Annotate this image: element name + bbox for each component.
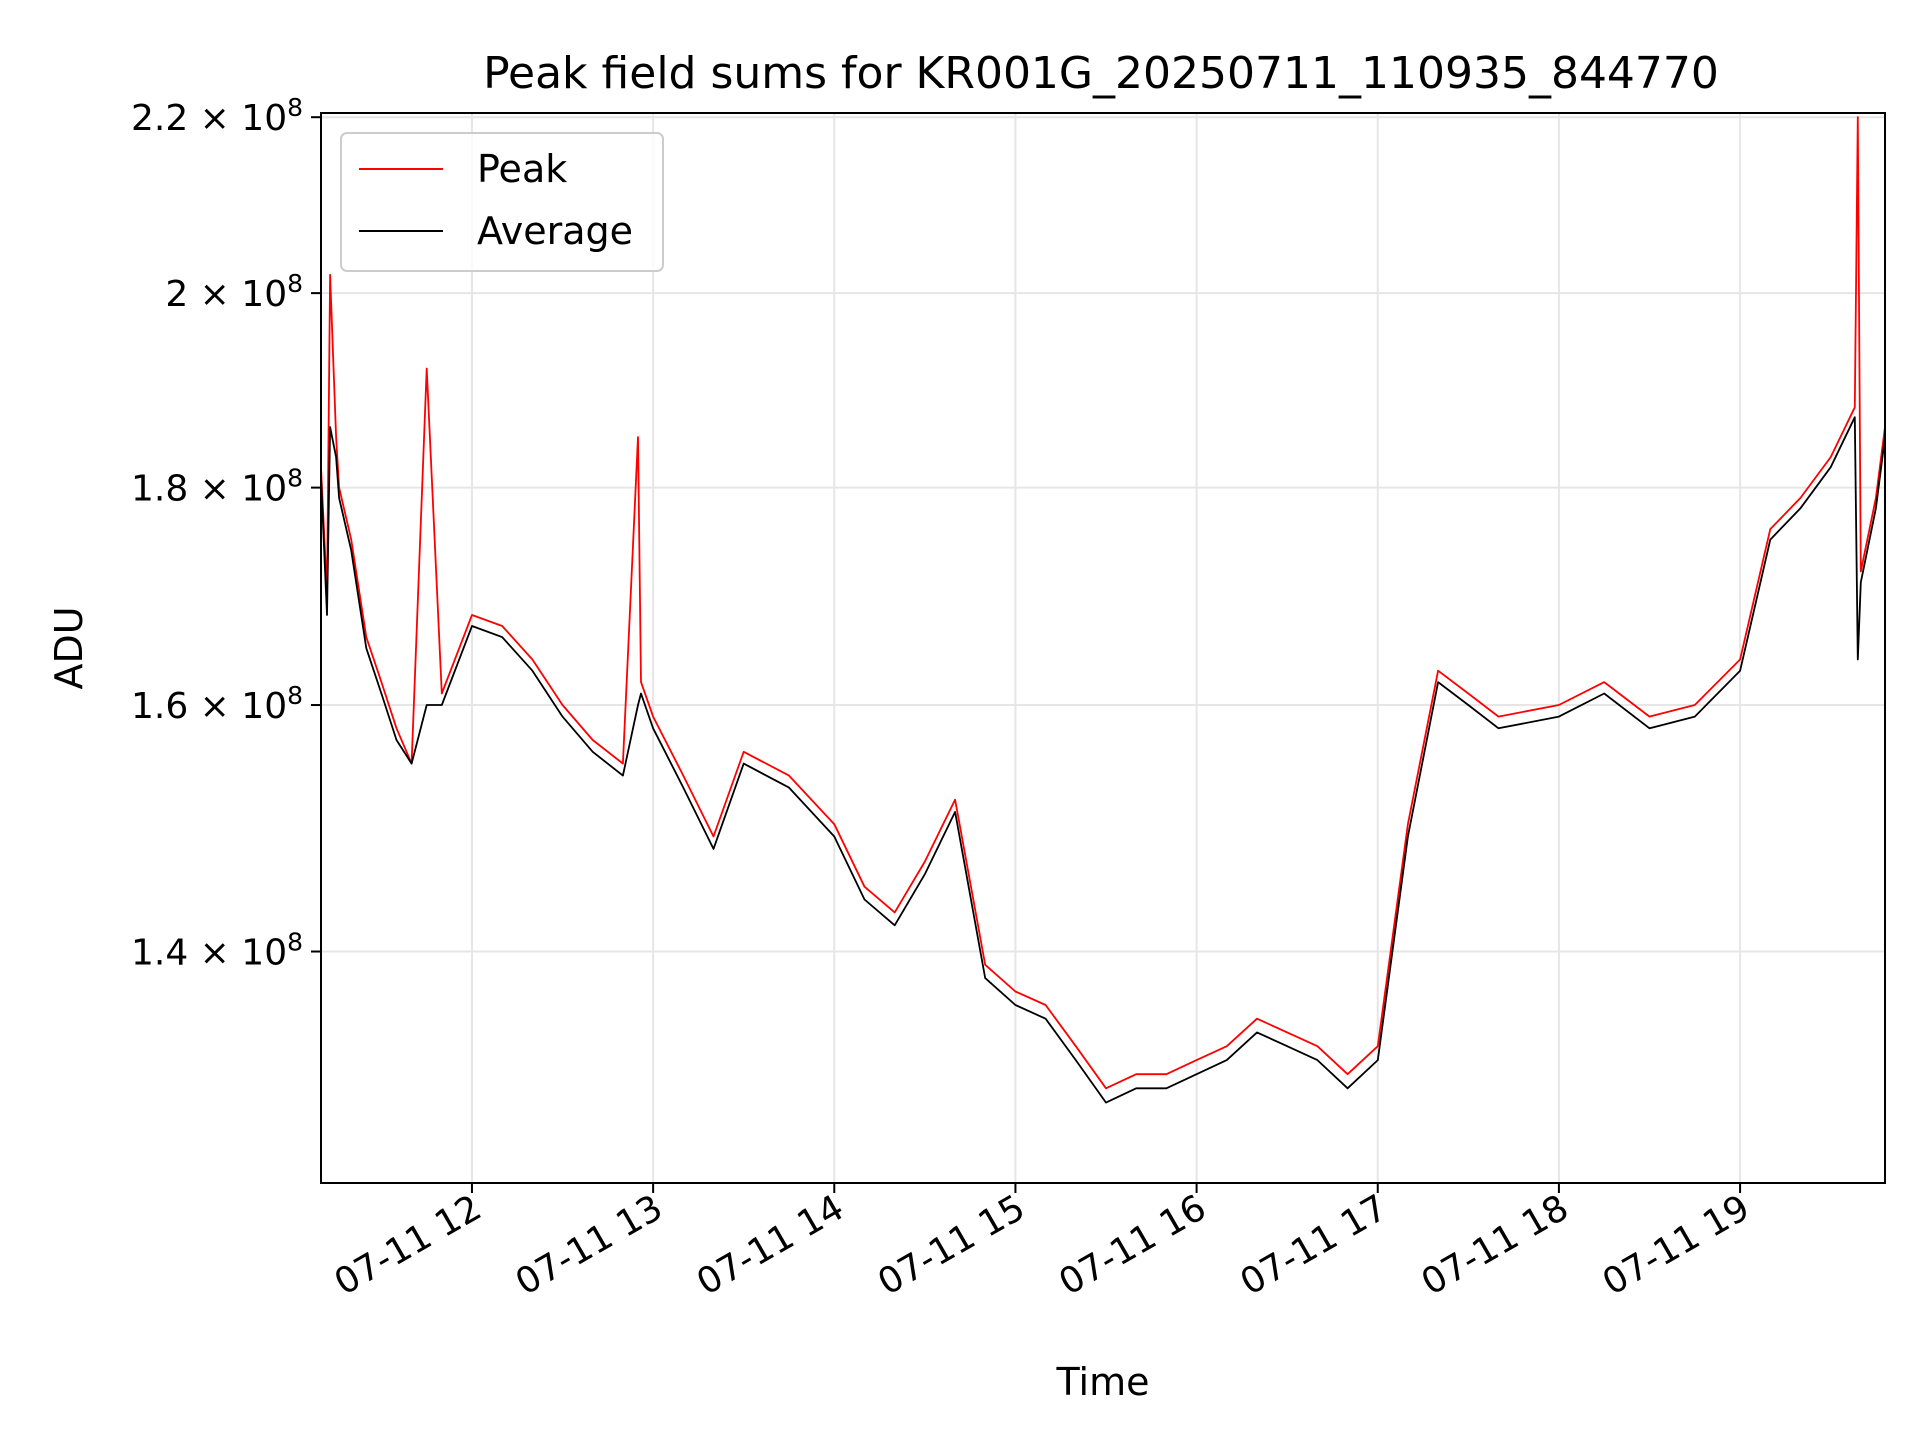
series-line-average (320, 416, 1886, 1104)
y-tick-label: 1.6 × 108 (131, 681, 303, 728)
y-tick-exponent: 8 (287, 93, 303, 122)
grid (321, 113, 1885, 1183)
y-tick-label: 2.2 × 108 (131, 93, 303, 140)
y-tick-mantissa: 2.2 (131, 98, 188, 139)
y-tick-mantissa: 2 (165, 274, 188, 315)
legend: Peak Average (340, 132, 664, 272)
x-axis-label: Time (1056, 1360, 1150, 1404)
plot-frame (320, 112, 1886, 1184)
y-tick-exponent: 8 (287, 269, 303, 298)
y-tick-label: 1.4 × 108 (131, 927, 303, 974)
y-tick-mantissa: 1.6 (131, 686, 188, 727)
y-tick-mantissa: 1.4 (131, 933, 188, 974)
y-tick-label: 2 × 108 (165, 269, 303, 316)
y-tick-mantissa: 1.8 (131, 469, 188, 510)
legend-box (340, 132, 664, 272)
y-axis-ticks: 1.4 × 108 1.6 × 108 1.8 × 108 2 × 108 2.2 × … (131, 93, 321, 974)
y-tick-exponent: 8 (287, 463, 303, 492)
chart-title: Peak field sums for KR001G_20250711_1109… (483, 48, 1719, 99)
legend-label-peak: Peak (477, 147, 567, 191)
y-tick-exponent: 8 (287, 927, 303, 956)
y-tick-exponent: 8 (287, 681, 303, 710)
series-lines (320, 116, 1886, 1104)
y-tick-label: 1.8 × 108 (131, 463, 303, 510)
y-axis-label: ADU (47, 606, 91, 689)
series-line-peak (320, 116, 1886, 1090)
legend-label-average: Average (477, 209, 633, 253)
